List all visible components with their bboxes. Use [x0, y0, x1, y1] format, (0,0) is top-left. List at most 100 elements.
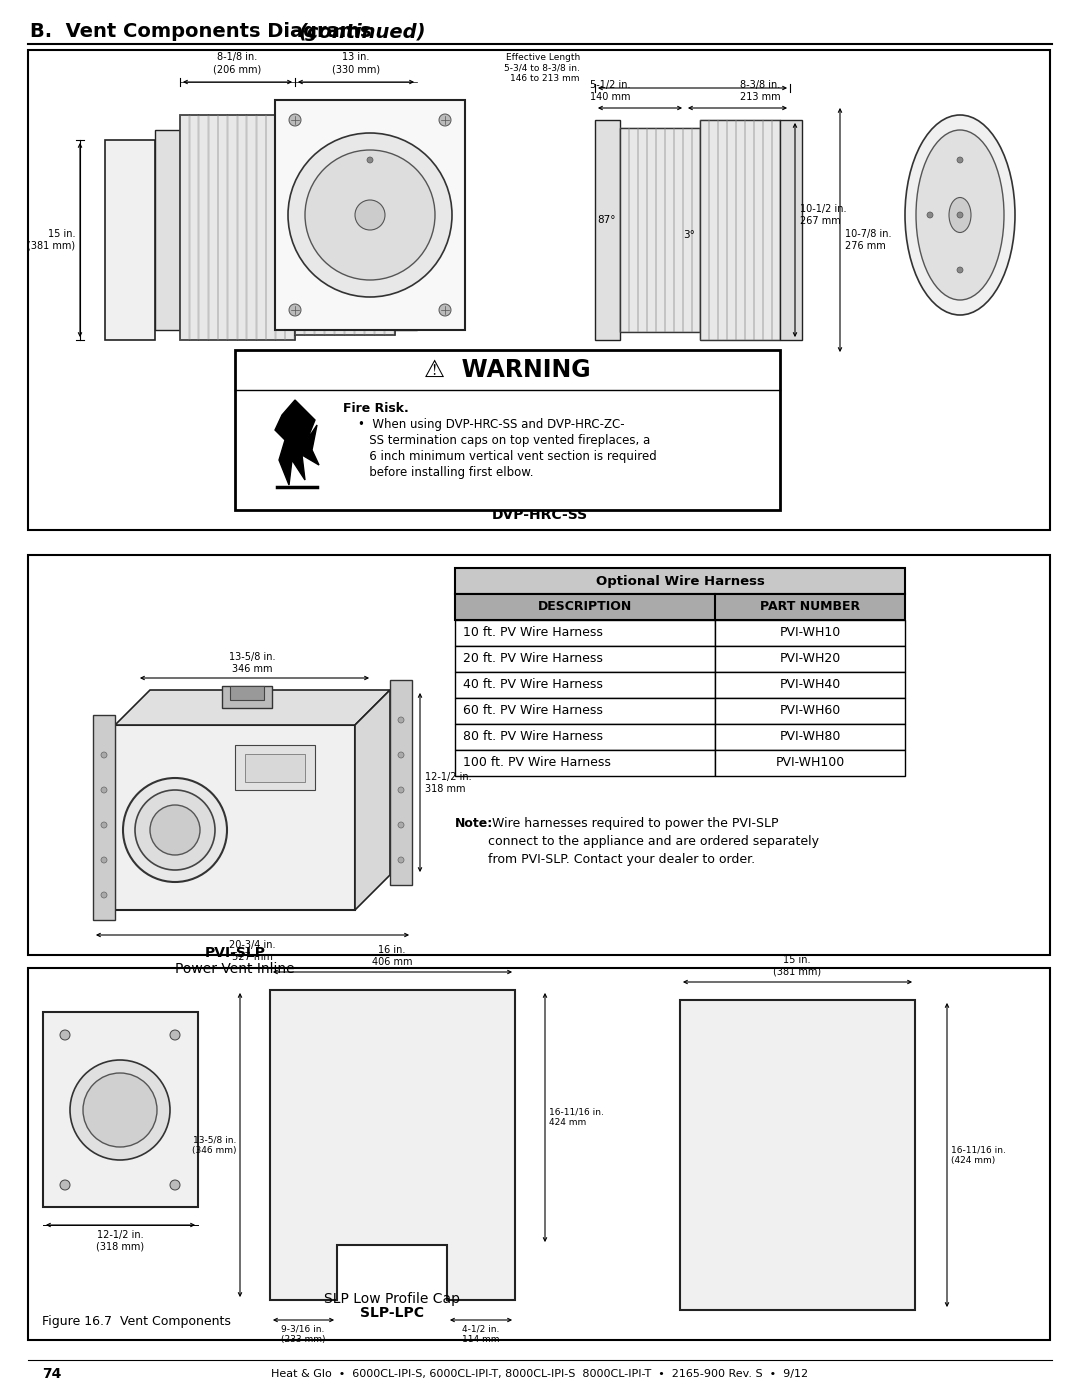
- Bar: [228, 115, 237, 340]
- Text: 3°: 3°: [683, 229, 694, 241]
- Circle shape: [288, 133, 453, 297]
- Bar: [692, 127, 701, 332]
- Text: PVI-WH40: PVI-WH40: [780, 679, 840, 691]
- Text: PVI-WH80: PVI-WH80: [780, 730, 840, 743]
- Bar: [762, 120, 772, 340]
- Bar: [735, 120, 745, 340]
- Circle shape: [60, 1179, 70, 1191]
- Text: Wire harnesses required to power the PVI-SLP
connect to the appliance and are or: Wire harnesses required to power the PVI…: [488, 817, 819, 866]
- Bar: [345, 105, 354, 334]
- Bar: [208, 115, 217, 340]
- Polygon shape: [114, 690, 390, 725]
- Circle shape: [102, 788, 107, 793]
- Circle shape: [438, 304, 451, 316]
- Text: 100 ft. PV Wire Harness: 100 ft. PV Wire Harness: [463, 757, 611, 769]
- Bar: [218, 115, 227, 340]
- Bar: [384, 105, 394, 334]
- Bar: [105, 140, 156, 340]
- Bar: [455, 646, 715, 672]
- Circle shape: [367, 157, 373, 164]
- Bar: [28, 555, 1050, 956]
- Bar: [700, 120, 708, 340]
- Circle shape: [289, 113, 301, 126]
- Circle shape: [102, 893, 107, 898]
- Bar: [455, 595, 905, 620]
- Text: 5-1/2 in.
140 mm: 5-1/2 in. 140 mm: [590, 80, 631, 102]
- Text: 16-11/16 in.
424 mm: 16-11/16 in. 424 mm: [549, 1108, 604, 1128]
- Bar: [235, 746, 315, 790]
- Circle shape: [399, 858, 404, 863]
- Bar: [455, 672, 715, 698]
- Circle shape: [102, 753, 107, 758]
- Bar: [674, 127, 683, 332]
- Circle shape: [289, 304, 301, 316]
- Bar: [230, 686, 264, 700]
- Bar: [745, 120, 754, 340]
- Bar: [238, 115, 246, 340]
- Bar: [190, 115, 199, 340]
- Bar: [780, 120, 802, 340]
- Circle shape: [70, 1060, 170, 1160]
- Polygon shape: [270, 990, 515, 1300]
- Text: DVP-HRC-ZC-SS: DVP-HRC-ZC-SS: [478, 494, 602, 508]
- Bar: [235, 350, 780, 511]
- Bar: [275, 99, 465, 330]
- Text: Optional Wire Harness: Optional Wire Harness: [595, 575, 765, 588]
- Bar: [156, 130, 180, 330]
- Text: 8-1/8 in.
(206 mm): 8-1/8 in. (206 mm): [214, 52, 261, 74]
- Bar: [245, 754, 305, 782]
- Bar: [715, 646, 905, 672]
- Circle shape: [60, 1030, 70, 1039]
- Text: Power Vent Inline: Power Vent Inline: [175, 963, 295, 977]
- Text: 16-11/16 in.
(424 mm): 16-11/16 in. (424 mm): [951, 1146, 1005, 1165]
- Bar: [683, 127, 692, 332]
- Text: 20 ft. PV Wire Harness: 20 ft. PV Wire Harness: [463, 652, 603, 666]
- Circle shape: [135, 790, 215, 870]
- Text: 10 ft. PV Wire Harness: 10 ft. PV Wire Harness: [463, 627, 603, 639]
- Bar: [772, 120, 781, 340]
- Circle shape: [102, 858, 107, 863]
- Bar: [199, 115, 208, 340]
- Bar: [325, 105, 334, 334]
- Text: 13 in.
(330 mm): 13 in. (330 mm): [332, 52, 380, 74]
- Text: 10-7/8 in.
276 mm: 10-7/8 in. 276 mm: [845, 229, 891, 250]
- Text: ⚠  WARNING: ⚠ WARNING: [424, 358, 591, 382]
- Text: Heat & Glo  •  6000CL-IPI-S, 6000CL-IPI-T, 8000CL-IPI-S  8000CL-IPI-T  •  2165-9: Heat & Glo • 6000CL-IPI-S, 6000CL-IPI-T,…: [271, 1370, 809, 1379]
- Text: before installing first elbow.: before installing first elbow.: [343, 466, 534, 478]
- Text: PVI-WH20: PVI-WH20: [780, 652, 840, 666]
- Bar: [708, 120, 718, 340]
- Bar: [295, 105, 305, 334]
- Text: 40 ft. PV Wire Harness: 40 ft. PV Wire Harness: [463, 679, 603, 691]
- Bar: [315, 105, 324, 334]
- Bar: [715, 750, 905, 776]
- Circle shape: [305, 150, 435, 280]
- Text: 80 ft. PV Wire Harness: 80 ft. PV Wire Harness: [463, 730, 603, 743]
- Text: (continued): (continued): [298, 22, 426, 41]
- Text: 13-5/8 in.
346 mm: 13-5/8 in. 346 mm: [229, 652, 275, 674]
- Bar: [629, 127, 638, 332]
- Bar: [715, 725, 905, 750]
- Bar: [700, 120, 780, 340]
- Bar: [754, 120, 762, 340]
- Bar: [93, 715, 114, 921]
- Text: 16 in.
406 mm: 16 in. 406 mm: [372, 946, 413, 967]
- Text: Note:: Note:: [455, 817, 494, 830]
- Polygon shape: [275, 400, 319, 485]
- Bar: [295, 105, 395, 334]
- Bar: [680, 1000, 915, 1309]
- Bar: [455, 568, 905, 595]
- Bar: [180, 115, 189, 340]
- Text: PVI-WH100: PVI-WH100: [775, 757, 845, 769]
- Text: 15 in.
(381 mm): 15 in. (381 mm): [27, 229, 75, 250]
- Bar: [335, 105, 345, 334]
- Text: 9-3/16 in.
(233 mm): 9-3/16 in. (233 mm): [281, 1325, 325, 1344]
- Text: 13-5/8 in.
(346 mm): 13-5/8 in. (346 mm): [191, 1136, 237, 1154]
- Bar: [656, 127, 665, 332]
- Text: 4-1/2 in.
114 mm: 4-1/2 in. 114 mm: [462, 1325, 500, 1344]
- Text: Fire Risk.: Fire Risk.: [343, 402, 408, 416]
- Text: 12-1/2 in.
(318 mm): 12-1/2 in. (318 mm): [96, 1230, 144, 1252]
- Text: SLP Low Profile Cap: SLP Low Profile Cap: [324, 1293, 460, 1307]
- Circle shape: [170, 1179, 180, 1191]
- Text: 10-1/2 in.
267 mm: 10-1/2 in. 267 mm: [800, 204, 847, 225]
- Text: 15 in.
(381 mm): 15 in. (381 mm): [773, 956, 821, 977]
